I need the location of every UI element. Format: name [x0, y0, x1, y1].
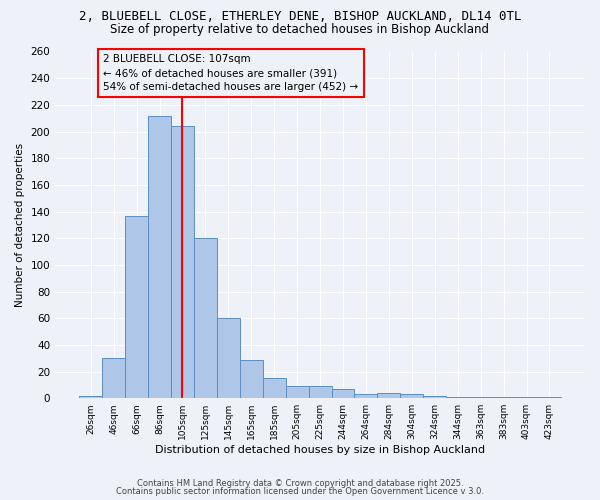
Bar	[286, 386, 308, 398]
Text: Size of property relative to detached houses in Bishop Auckland: Size of property relative to detached ho…	[110, 22, 490, 36]
Bar	[469, 397, 492, 398]
Bar	[515, 397, 538, 398]
Text: 2, BLUEBELL CLOSE, ETHERLEY DENE, BISHOP AUCKLAND, DL14 0TL: 2, BLUEBELL CLOSE, ETHERLEY DENE, BISHOP…	[79, 10, 521, 23]
Bar	[217, 318, 240, 398]
Bar	[377, 393, 400, 398]
Text: 2 BLUEBELL CLOSE: 107sqm
← 46% of detached houses are smaller (391)
54% of semi-: 2 BLUEBELL CLOSE: 107sqm ← 46% of detach…	[103, 54, 358, 92]
Bar	[355, 394, 377, 398]
Text: Contains public sector information licensed under the Open Government Licence v : Contains public sector information licen…	[116, 487, 484, 496]
Y-axis label: Number of detached properties: Number of detached properties	[15, 143, 25, 307]
Bar	[308, 386, 332, 398]
Bar	[446, 397, 469, 398]
Bar	[492, 397, 515, 398]
X-axis label: Distribution of detached houses by size in Bishop Auckland: Distribution of detached houses by size …	[155, 445, 485, 455]
Bar	[148, 116, 171, 398]
Bar	[194, 238, 217, 398]
Bar	[171, 126, 194, 398]
Bar	[102, 358, 125, 398]
Bar	[332, 389, 355, 398]
Bar	[125, 216, 148, 398]
Bar	[423, 396, 446, 398]
Text: Contains HM Land Registry data © Crown copyright and database right 2025.: Contains HM Land Registry data © Crown c…	[137, 478, 463, 488]
Bar	[538, 397, 561, 398]
Bar	[240, 360, 263, 398]
Bar	[79, 396, 102, 398]
Bar	[400, 394, 423, 398]
Bar	[263, 378, 286, 398]
